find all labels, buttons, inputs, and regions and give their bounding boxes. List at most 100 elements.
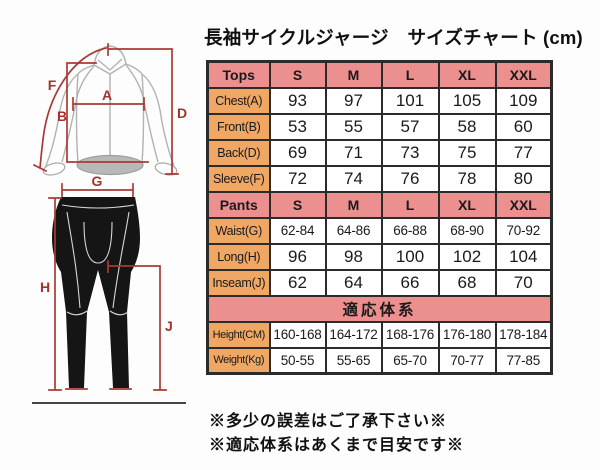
measure-line-b: [66, 62, 149, 163]
row-label-cell: Chest(A): [206, 86, 271, 115]
size-cell: 69: [268, 138, 327, 167]
row-label-cell: Weight(Kg): [206, 346, 271, 375]
size-cell: 178-184: [494, 320, 553, 349]
size-cell: 74: [324, 164, 383, 193]
size-cell: 78: [437, 164, 497, 193]
size-cell: 55-65: [324, 346, 383, 375]
jersey-hem: [76, 154, 144, 176]
size-cell: 64: [324, 268, 383, 297]
pants-silhouette: [52, 197, 140, 388]
tops-header-row: Tops S M L XL XXL: [206, 60, 553, 89]
pants-header-cell: Pants: [206, 190, 271, 219]
size-header-cell: M: [324, 60, 383, 89]
row-label-cell: Long(H): [206, 242, 271, 271]
table-row: Chest(A) 93 97 101 105 109: [206, 86, 553, 115]
size-cell: 66: [380, 268, 440, 297]
size-header-cell: L: [380, 190, 440, 219]
size-cell: 70-92: [494, 216, 553, 245]
size-cell: 57: [380, 112, 440, 141]
size-cell: 97: [324, 86, 383, 115]
pants-header-row: Pants S M L XL XXL: [206, 190, 553, 219]
size-cell: 77: [494, 138, 553, 167]
size-header-cell: XL: [437, 60, 497, 89]
table-row: Waist(G) 62-84 64-86 66-88 68-90 70-92: [206, 216, 553, 245]
size-cell: 70: [494, 268, 553, 297]
size-cell: 58: [437, 112, 497, 141]
size-cell: 109: [494, 86, 553, 115]
body-fit-banner: 適応体系: [206, 294, 553, 323]
measure-label-g: G: [92, 173, 103, 189]
size-cell: 65-70: [380, 346, 440, 375]
size-cell: 62: [268, 268, 327, 297]
size-cell: 72: [268, 164, 327, 193]
size-cell: 55: [324, 112, 383, 141]
measure-label-b: B: [57, 108, 67, 124]
row-label-cell: Waist(G): [206, 216, 271, 245]
page-title: 長袖サイクルジャージ サイズチャート (cm): [204, 27, 583, 48]
size-cell: 68-90: [437, 216, 497, 245]
measure-label-a: A: [102, 87, 112, 103]
size-cell: 70-77: [437, 346, 497, 375]
size-cell: 98: [324, 242, 383, 271]
size-cell: 100: [380, 242, 440, 271]
table-row: Long(H) 96 98 100 102 104: [206, 242, 553, 271]
size-header-cell: S: [268, 60, 327, 89]
footnote-tolerance: ※多少の誤差はご了承下さい※: [209, 413, 448, 430]
measure-labels: A B D F G H J: [40, 77, 187, 334]
measure-lines: [32, 43, 186, 404]
size-header-cell: XL: [437, 190, 497, 219]
size-cell: 104: [494, 242, 553, 271]
size-chart-table: Tops S M L XL XXL Chest(A) 93 97 101 105…: [206, 60, 553, 375]
table-row: Inseam(J) 62 64 66 68 70: [206, 268, 553, 297]
table-row: Front(B) 53 55 57 58 60: [206, 112, 553, 141]
size-cell: 62-84: [268, 216, 327, 245]
size-cell: 160-168: [268, 320, 327, 349]
table-row: Weight(Kg) 50-55 55-65 65-70 70-77 77-85: [206, 346, 553, 375]
size-cell: 73: [380, 138, 440, 167]
size-cell: 50-55: [268, 346, 327, 375]
size-cell: 176-180: [437, 320, 497, 349]
size-cell: 71: [324, 138, 383, 167]
row-label-cell: Back(D): [206, 138, 271, 167]
size-cell: 101: [380, 86, 440, 115]
measure-label-j: J: [165, 318, 173, 334]
body-fit-banner-row: 適応体系: [206, 294, 553, 323]
size-cell: 102: [437, 242, 497, 271]
size-header-cell: S: [268, 190, 327, 219]
measure-line-a: [72, 97, 145, 111]
size-cell: 96: [268, 242, 327, 271]
footnotes: ※多少の誤差はご了承下さい※ ※適応体系はあくまで目安です※: [209, 410, 464, 458]
size-header-cell: M: [324, 190, 383, 219]
size-cell: 77-85: [494, 346, 553, 375]
size-cell: 76: [380, 164, 440, 193]
left-cuff: [42, 162, 66, 176]
size-cell: 75: [437, 138, 497, 167]
row-label-cell: Height(CM): [206, 320, 271, 349]
measure-label-h: H: [40, 279, 50, 295]
size-cell: 80: [494, 164, 553, 193]
row-label-cell: Inseam(J): [206, 268, 271, 297]
measure-line-d: [107, 43, 179, 175]
table-row: Sleeve(F) 72 74 76 78 80: [206, 164, 553, 193]
measure-line-j: [107, 260, 167, 391]
size-cell: 93: [268, 86, 327, 115]
size-header-cell: L: [380, 60, 440, 89]
measure-line-h: [48, 197, 62, 391]
size-cell: 60: [494, 112, 553, 141]
row-label-cell: Front(B): [206, 112, 271, 141]
size-cell: 168-176: [380, 320, 440, 349]
measure-label-f: F: [48, 77, 57, 93]
size-cell: 53: [268, 112, 327, 141]
table-row: Height(CM) 160-168 164-172 168-176 176-1…: [206, 320, 553, 349]
measure-line-g: [61, 183, 134, 197]
size-cell: 66-88: [380, 216, 440, 245]
footnote-guideline: ※適応体系はあくまで目安です※: [209, 437, 465, 454]
size-header-cell: XXL: [494, 190, 553, 219]
measure-label-d: D: [177, 105, 187, 121]
size-cell: 105: [437, 86, 497, 115]
size-header-cell: XXL: [494, 60, 553, 89]
row-label-cell: Sleeve(F): [206, 164, 271, 193]
size-cell: 64-86: [324, 216, 383, 245]
size-cell: 68: [437, 268, 497, 297]
